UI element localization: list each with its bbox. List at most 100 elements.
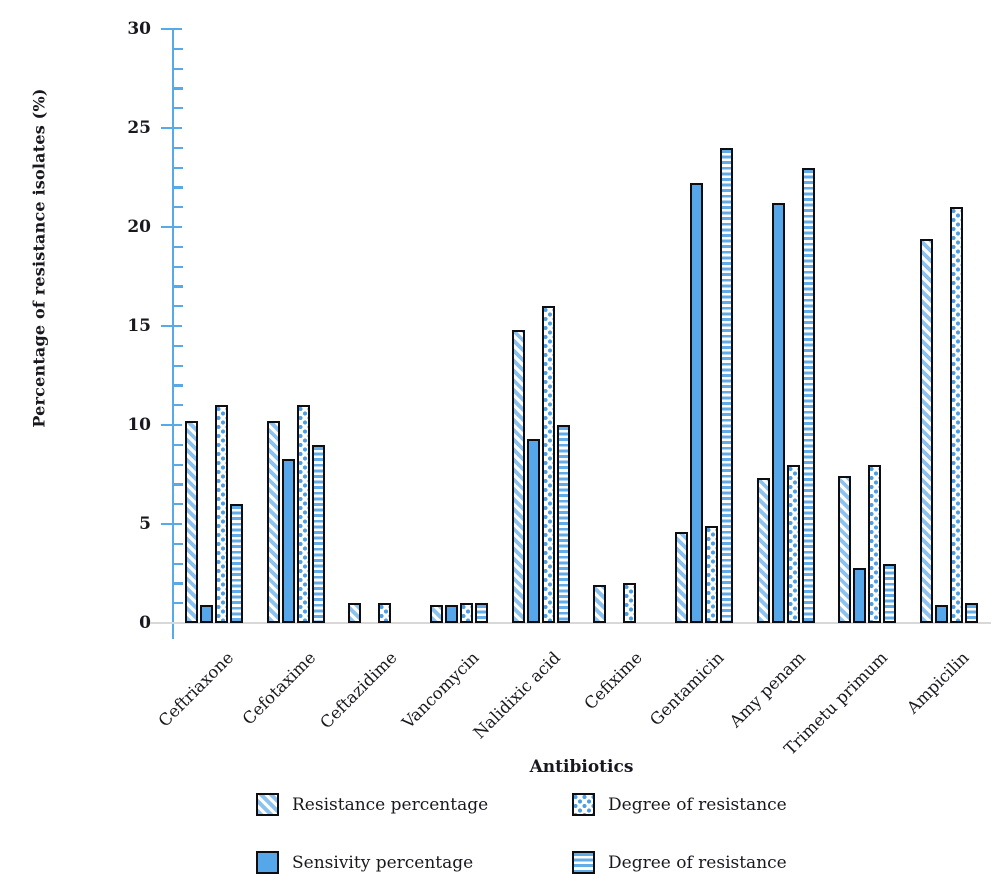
chart-bar — [623, 583, 637, 623]
x-axis-title: Antibiotics — [529, 757, 634, 777]
chart-bar — [920, 238, 934, 623]
chart-bar — [965, 603, 979, 623]
y-tick-label: 10 — [127, 415, 151, 435]
chart-bar — [296, 405, 310, 623]
chart-bar — [705, 525, 719, 623]
y-axis-line — [172, 29, 175, 639]
y-minor-tick — [174, 87, 183, 90]
chart-bar — [556, 425, 570, 623]
y-major-tick — [161, 226, 182, 229]
y-minor-tick — [174, 404, 183, 407]
y-minor-tick — [174, 562, 183, 565]
x-category-label: Cefixime — [580, 648, 646, 714]
chart-bar — [756, 478, 770, 623]
chart-bar — [444, 605, 458, 623]
chart-bar — [838, 476, 852, 623]
y-major-tick — [161, 127, 182, 130]
legend-label: Resistance percentage — [292, 794, 489, 815]
diagonal-stripes-swatch-icon — [256, 793, 279, 816]
x-category-label: Nalidixic acid — [469, 648, 565, 743]
chart-bar — [690, 183, 704, 623]
y-minor-tick — [174, 47, 183, 50]
legend-label: Sensivity percentage — [292, 852, 474, 873]
solid-fill-swatch-icon — [256, 851, 279, 874]
y-tick-label: 30 — [127, 19, 151, 39]
chart-bar — [786, 464, 800, 623]
chart-bar — [311, 444, 325, 623]
legend-item-resistance-percentage: Resistance percentage — [256, 793, 488, 816]
horizontal-stripes-swatch-icon — [572, 851, 595, 874]
x-category-label: Amy penam — [726, 648, 810, 732]
y-minor-tick — [174, 166, 183, 169]
y-minor-tick — [174, 186, 183, 189]
chart-bar — [935, 605, 949, 623]
legend-label: Degree of resistance — [608, 852, 787, 873]
x-category-label: Ceftriaxone — [154, 648, 238, 731]
chart-bar — [950, 207, 964, 623]
y-tick-label: 25 — [127, 118, 151, 138]
chart-bar — [229, 504, 243, 623]
y-minor-tick — [174, 146, 183, 149]
chart-bar — [675, 531, 689, 623]
y-major-tick — [161, 325, 182, 328]
chart-bar — [214, 405, 228, 623]
y-minor-tick — [174, 285, 183, 288]
y-minor-tick — [174, 206, 183, 209]
chart-bar — [853, 567, 867, 623]
chart-bar — [474, 603, 488, 623]
chart-bar — [868, 464, 882, 623]
y-minor-tick — [174, 602, 183, 605]
chart-bar — [593, 585, 607, 623]
legend-item-sensivity-percentage: Sensivity percentage — [256, 851, 473, 874]
y-minor-tick — [174, 542, 183, 545]
chart-bar — [266, 421, 280, 623]
chart-bar — [429, 605, 443, 623]
y-minor-tick — [174, 245, 183, 248]
x-category-label: Cefotaxime — [238, 648, 319, 729]
y-tick-label: 15 — [127, 316, 151, 336]
y-minor-tick — [174, 384, 183, 387]
chart-bar — [184, 421, 198, 623]
y-minor-tick — [174, 67, 183, 70]
chart-bar — [511, 329, 525, 623]
y-minor-tick — [174, 344, 183, 347]
y-minor-tick — [174, 107, 183, 110]
y-major-tick — [161, 28, 182, 31]
legend-item-degree-of-resistance-dotted: Degree of resistance — [572, 793, 787, 816]
y-minor-tick — [174, 265, 183, 268]
chart-bar — [348, 603, 362, 623]
chart-bar — [459, 603, 473, 623]
x-category-label: Vancomycin — [398, 648, 483, 733]
chart-bar — [801, 167, 815, 623]
legend-label: Degree of resistance — [608, 794, 787, 815]
chart-bar — [378, 603, 392, 623]
y-tick-label: 0 — [139, 613, 151, 633]
y-minor-tick — [174, 305, 183, 308]
y-minor-tick — [174, 503, 183, 506]
y-major-tick — [161, 424, 182, 427]
chart-bar — [883, 563, 897, 623]
y-minor-tick — [174, 483, 183, 486]
chart-bar — [281, 458, 295, 623]
y-tick-label: 5 — [139, 514, 151, 534]
dotted-pattern-swatch-icon — [572, 793, 595, 816]
legend-item-degree-of-resistance-hlines: Degree of resistance — [572, 851, 787, 874]
chart-bar — [199, 605, 213, 623]
x-category-label: Ampicilin — [903, 648, 973, 718]
x-category-label: Ceftazidime — [316, 648, 401, 733]
y-minor-tick — [174, 443, 183, 446]
chart-bar — [771, 203, 785, 623]
chart-bar — [526, 438, 540, 623]
y-minor-tick — [174, 582, 183, 585]
chart-bar — [720, 147, 734, 623]
x-axis-baseline — [150, 622, 991, 625]
x-category-label: Gentamicin — [646, 648, 728, 730]
y-major-tick — [161, 523, 182, 526]
y-tick-label: 20 — [127, 217, 151, 237]
y-minor-tick — [174, 364, 183, 367]
chart-bar — [541, 306, 555, 623]
y-minor-tick — [174, 463, 183, 466]
